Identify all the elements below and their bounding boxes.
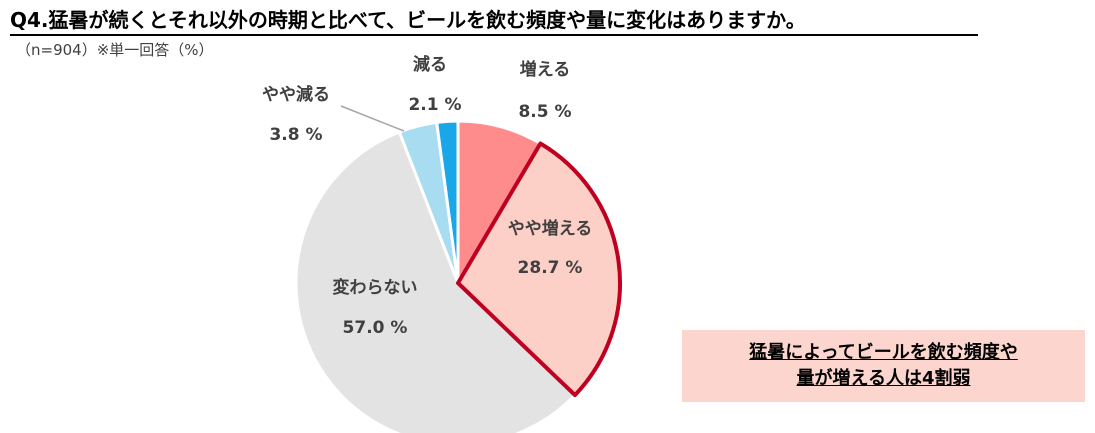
slice-value: 8.5 % xyxy=(518,102,571,122)
pie-slices xyxy=(294,119,622,433)
chart-subtitle: （n=904）※単一回答（%） xyxy=(16,41,214,59)
callout-line-2: 量が増える人は4割弱 xyxy=(796,368,971,389)
slice-label: 減る xyxy=(413,54,447,75)
slice-value: 2.1 % xyxy=(408,95,461,115)
pie-slice xyxy=(294,130,577,433)
leader-line xyxy=(340,105,405,132)
slice-label: やや増える xyxy=(508,218,593,239)
slice-label: やや減る xyxy=(262,84,330,105)
slice-label: 変わらない xyxy=(333,277,418,298)
slice-value: 3.8 % xyxy=(269,125,322,145)
callout-box: 猛暑によってビールを飲む頻度や 量が増える人は4割弱 xyxy=(682,330,1085,402)
slice-label: 増える xyxy=(520,59,571,80)
pie-slice xyxy=(435,119,460,285)
callout-line-1: 猛暑によってビールを飲む頻度や xyxy=(749,342,1018,363)
chart-title: Q4.猛暑が続くとそれ以外の時期と比べて、ビールを飲む頻度や量に変化はありますか… xyxy=(10,6,978,36)
slice-value: 28.7 % xyxy=(518,258,583,278)
pie-labels: 増える 8.5 % やや増える 28.7 % 変わらない 57.0 % やや減る 3.8 % 減… xyxy=(262,54,592,338)
pie-slice-highlight-outline xyxy=(456,141,622,398)
slice-value: 57.0 % xyxy=(343,318,408,338)
